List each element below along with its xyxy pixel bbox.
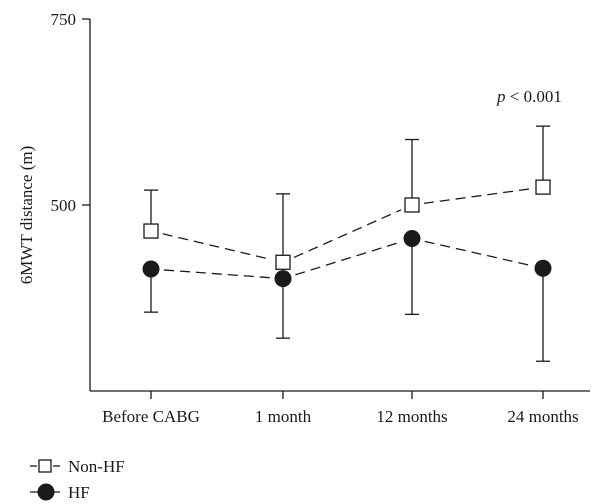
y-tick-label: 500 <box>51 196 77 215</box>
y-axis-label: 6MWT distance (m) <box>17 146 36 284</box>
data-point-circle <box>403 229 421 247</box>
p-value-annotation: p < 0.001 <box>496 87 562 106</box>
data-point-square <box>275 254 291 270</box>
series-line-hf <box>295 241 400 276</box>
legend-item: Non-HF <box>30 457 125 476</box>
legend-marker-square <box>38 459 52 473</box>
x-ticks: Before CABG 1 month 12 months 24 months <box>102 391 579 426</box>
x-tick-label: 24 months <box>507 407 578 426</box>
y-tick-label: 750 <box>51 10 77 29</box>
series-line-non-hf <box>423 188 532 205</box>
data-point-circle <box>142 260 160 278</box>
legend-label: HF <box>68 483 90 502</box>
data-point-square <box>404 197 420 213</box>
legend: Non-HF HF <box>30 457 125 502</box>
series-line-hf <box>163 269 271 279</box>
p-value-rest: < 0.001 <box>506 87 562 106</box>
data-point-square <box>535 179 551 195</box>
series-line-hf <box>424 240 531 266</box>
data-markers <box>142 179 552 288</box>
p-value-italic: p <box>496 87 506 106</box>
x-tick-label: Before CABG <box>102 407 200 426</box>
x-tick-label: 12 months <box>376 407 447 426</box>
axes <box>89 19 590 392</box>
legend-label: Non-HF <box>68 457 125 476</box>
series-lines <box>162 188 532 279</box>
data-point-circle <box>274 270 292 288</box>
data-point-circle <box>534 259 552 277</box>
series-line-non-hf <box>162 233 272 261</box>
series-line-non-hf <box>293 209 402 259</box>
y-ticks: 500 750 <box>51 10 90 215</box>
legend-marker-circle <box>37 483 55 501</box>
data-point-square <box>143 223 159 239</box>
error-bars <box>144 125 550 362</box>
legend-item: HF <box>30 483 90 502</box>
x-tick-label: 1 month <box>255 407 312 426</box>
